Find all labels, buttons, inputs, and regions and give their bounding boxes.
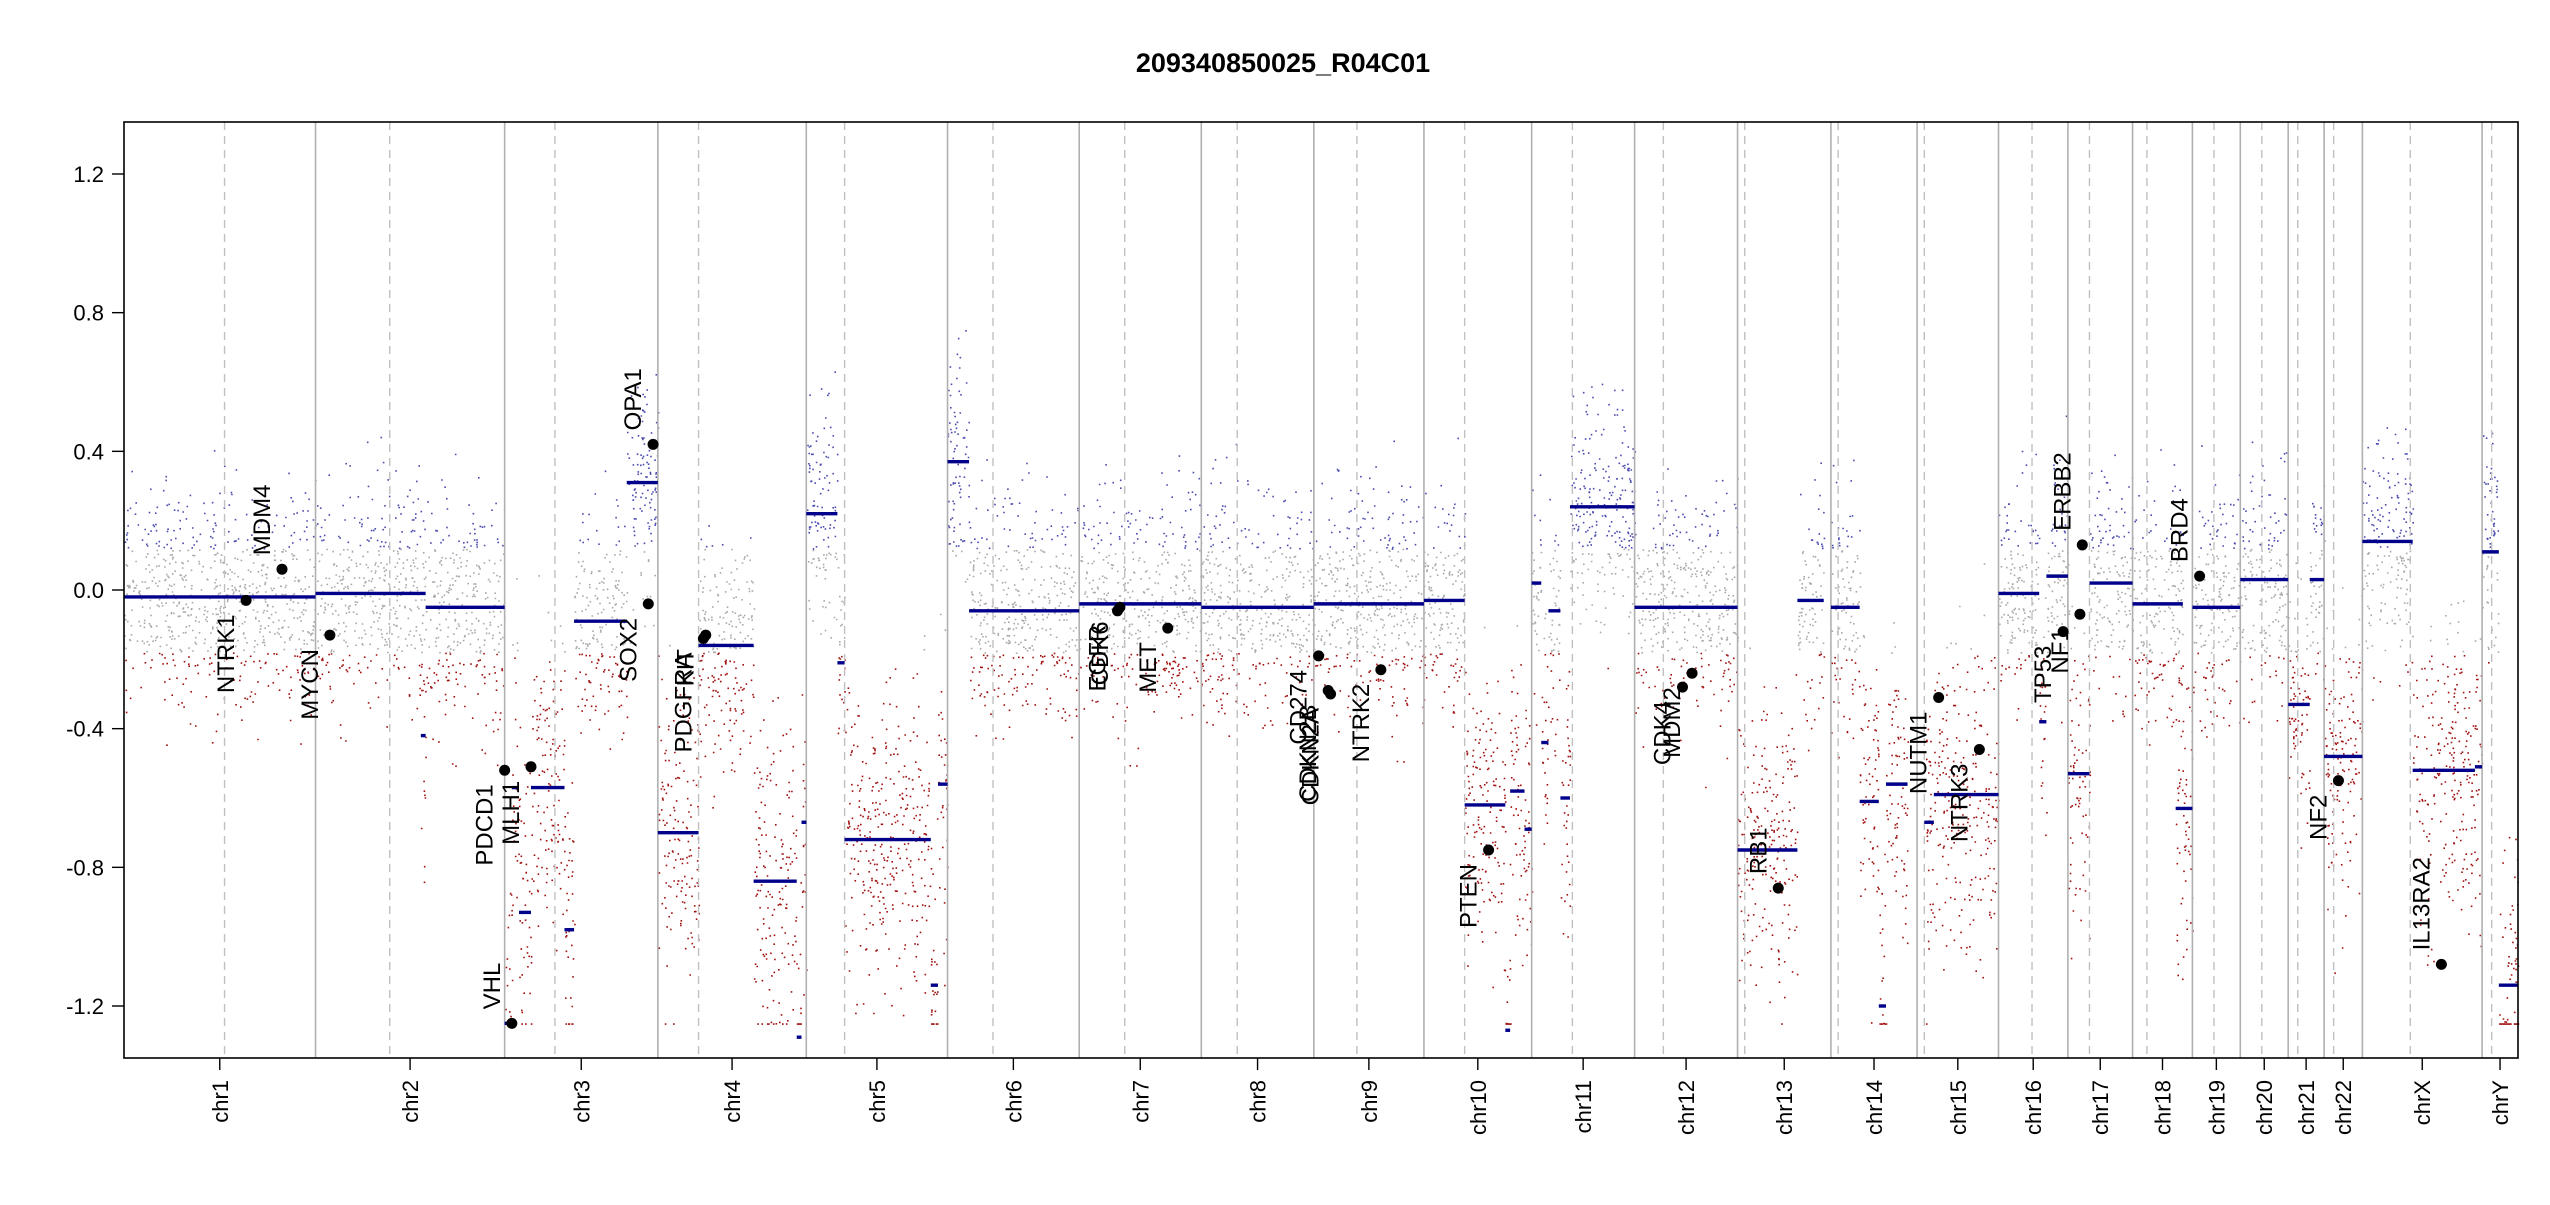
x-tick-label: chr8: [1246, 1080, 1271, 1123]
gene-marker: [2435, 958, 2447, 970]
x-tick-label: chr20: [2252, 1080, 2277, 1135]
y-tick-label: 0.8: [73, 301, 104, 326]
gene-label: SOX2: [615, 618, 642, 682]
gene-marker: [1162, 622, 1174, 634]
gene-label: KIT: [673, 649, 700, 687]
x-tick-label: chr18: [2150, 1080, 2175, 1135]
chromosome-boundaries: [223, 122, 2493, 1058]
probe-points-neutral: [124, 548, 2500, 654]
chart-title: 209340850025_R04C01: [1136, 48, 1430, 78]
gene-label: PTEN: [1456, 864, 1483, 928]
x-tick-label: chr3: [569, 1080, 594, 1123]
gene-marker: [324, 629, 336, 641]
x-tick-label: chrY: [2488, 1080, 2513, 1126]
gene-marker: [1375, 664, 1387, 676]
x-tick-label: chrX: [2410, 1080, 2435, 1126]
y-tick-label: -0.4: [66, 717, 104, 742]
gene-label: ERBB2: [2049, 452, 2076, 531]
x-tick-label: chr1: [208, 1080, 233, 1123]
gene-marker: [1933, 691, 1945, 703]
gene-label: NTRK3: [1946, 763, 1973, 842]
gene-label: MLH1: [498, 781, 525, 845]
gene-marker: [2057, 626, 2069, 638]
gene-marker: [499, 764, 511, 776]
x-tick-label: chr22: [2331, 1080, 2356, 1135]
x-tick-label: chr5: [865, 1080, 890, 1123]
x-tick-label: chr9: [1357, 1080, 1382, 1123]
gene-marker: [1973, 743, 1985, 755]
gene-label: PDGFRA: [670, 653, 697, 753]
gene-marker: [1114, 601, 1126, 613]
gene-label: PDCD1: [472, 784, 499, 865]
gene-marker: [1772, 882, 1784, 894]
axes: chr1 chr2 chr3 chr4 chr5 chr6 chr7 chr8 chr9 chr1…: [66, 162, 2513, 1135]
gene-label: CDKN2B: [1295, 705, 1322, 802]
gene-marker: [1686, 667, 1698, 679]
gene-label: TP53: [2030, 646, 2057, 703]
gene-label: RB1: [1745, 827, 1772, 874]
x-tick-label: chr14: [1862, 1080, 1887, 1135]
gene-marker: [2074, 608, 2086, 620]
gene-label: MET: [1135, 642, 1162, 693]
y-tick-label: 0.0: [73, 578, 104, 603]
gene-label: VHL: [479, 963, 506, 1010]
gene-marker: [276, 563, 288, 575]
gene-marker: [642, 598, 654, 610]
gene-label: CDK6: [1087, 621, 1114, 685]
plot-frame: [123, 121, 2519, 1059]
x-tick-label: chr16: [2021, 1080, 2046, 1135]
gene-marker: [2332, 775, 2344, 787]
x-tick-label: chr7: [1128, 1080, 1153, 1123]
gene-label: IL13RA2: [2408, 857, 2435, 950]
gene-label: NF1: [2047, 628, 2074, 673]
gene-marker: [240, 594, 252, 606]
gene-marker: [1676, 681, 1688, 693]
probe-points-gain: [124, 330, 2500, 550]
gene-label: CDK4: [1649, 701, 1676, 765]
gene-marker: [525, 761, 537, 773]
gene-label: NF2: [2305, 795, 2332, 840]
x-tick-label: chr4: [720, 1080, 745, 1123]
y-tick-label: 1.2: [73, 162, 104, 187]
gene-label: NUTM1: [1906, 711, 1933, 794]
probe-points: [124, 330, 2520, 1025]
gene-label: MDM2: [1659, 687, 1686, 758]
gene-marker: [2076, 539, 2088, 551]
gene-label: NTRK2: [1348, 684, 1375, 763]
gene-label: EGFR: [1085, 625, 1112, 692]
gene-markers: NTRK1 MDM4 MYCN VHL PDCD1 MLH1 SOX2 OPA1 PDGFRAK…: [213, 368, 2447, 1029]
gene-marker: [2194, 570, 2206, 582]
gene-label: CD274: [1286, 670, 1313, 745]
x-tick-label: chr11: [1571, 1080, 1596, 1133]
gene-label: OPA1: [620, 368, 647, 430]
gene-label: MDM4: [249, 485, 276, 556]
gene-label: MYCN: [297, 649, 324, 720]
x-tick-label: chr12: [1674, 1080, 1699, 1135]
y-tick-label: -0.8: [66, 855, 104, 880]
gene-label: NTRK1: [213, 614, 240, 693]
gene-marker: [506, 1017, 518, 1029]
x-tick-label: chr19: [2204, 1080, 2229, 1135]
gene-marker: [1483, 844, 1495, 856]
gene-label: BRD4: [2167, 498, 2194, 562]
x-tick-label: chr10: [1466, 1080, 1491, 1135]
x-tick-label: chr17: [2088, 1080, 2113, 1135]
gene-marker: [1313, 650, 1325, 662]
copy-number-segments: [124, 460, 2518, 1039]
gene-marker: [1322, 685, 1334, 697]
x-tick-label: chr6: [1001, 1080, 1026, 1123]
x-tick-label: chr2: [398, 1080, 423, 1123]
y-tick-label: -1.2: [66, 994, 104, 1019]
gene-marker: [647, 438, 659, 450]
x-tick-label: chr21: [2294, 1080, 2319, 1135]
x-tick-label: chr13: [1772, 1080, 1797, 1135]
gene-marker: [700, 629, 712, 641]
gene-label: CDKN2A: [1298, 708, 1325, 805]
y-tick-label: 0.4: [73, 439, 104, 464]
x-tick-label: chr15: [1946, 1080, 1971, 1135]
